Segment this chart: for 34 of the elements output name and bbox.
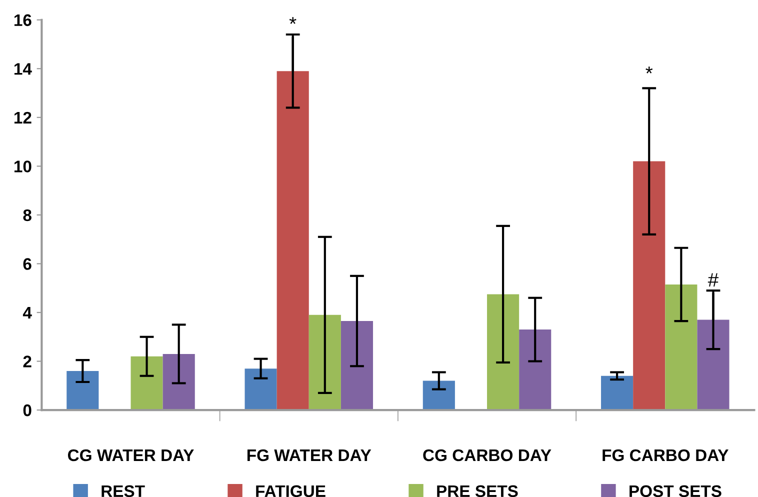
x-tick-label: CG WATER DAY — [68, 449, 194, 462]
bar — [633, 161, 666, 410]
legend-label: REST — [102, 485, 145, 497]
bar — [665, 284, 698, 410]
bar — [601, 376, 634, 410]
bar — [697, 320, 730, 410]
y-tick-label: 16 — [14, 14, 32, 26]
x-tick-label: FG CARBO DAY — [602, 449, 728, 462]
x-tick-label: CG CARBO DAY — [423, 449, 552, 462]
y-tick-label: 8 — [23, 209, 32, 222]
bar — [162, 354, 195, 410]
legend-label: POST SETS — [630, 485, 722, 497]
y-tick-label: 6 — [23, 258, 32, 270]
y-tick-label: 0 — [23, 404, 32, 416]
y-tick-label: 14 — [14, 63, 32, 75]
y-tick-label: 2 — [23, 356, 32, 368]
bar — [276, 71, 309, 410]
bar — [130, 356, 163, 410]
bar — [519, 330, 552, 410]
bar — [487, 294, 520, 410]
bar — [308, 314, 341, 410]
bar — [422, 380, 455, 410]
y-tick-label: 12 — [14, 112, 32, 124]
bar — [340, 321, 374, 410]
bar — [244, 368, 277, 410]
x-tick-label: FG WATER DAY — [247, 449, 372, 462]
y-tick-label: 10 — [14, 160, 32, 172]
legend-label: PRE SETS — [437, 485, 518, 497]
y-tick-label: 4 — [22, 307, 32, 319]
bar — [66, 371, 99, 410]
legend-label: FATIGUE — [256, 485, 326, 497]
annotation: * — [289, 17, 296, 24]
annotation: * — [646, 66, 653, 74]
annotation: # — [708, 273, 719, 287]
